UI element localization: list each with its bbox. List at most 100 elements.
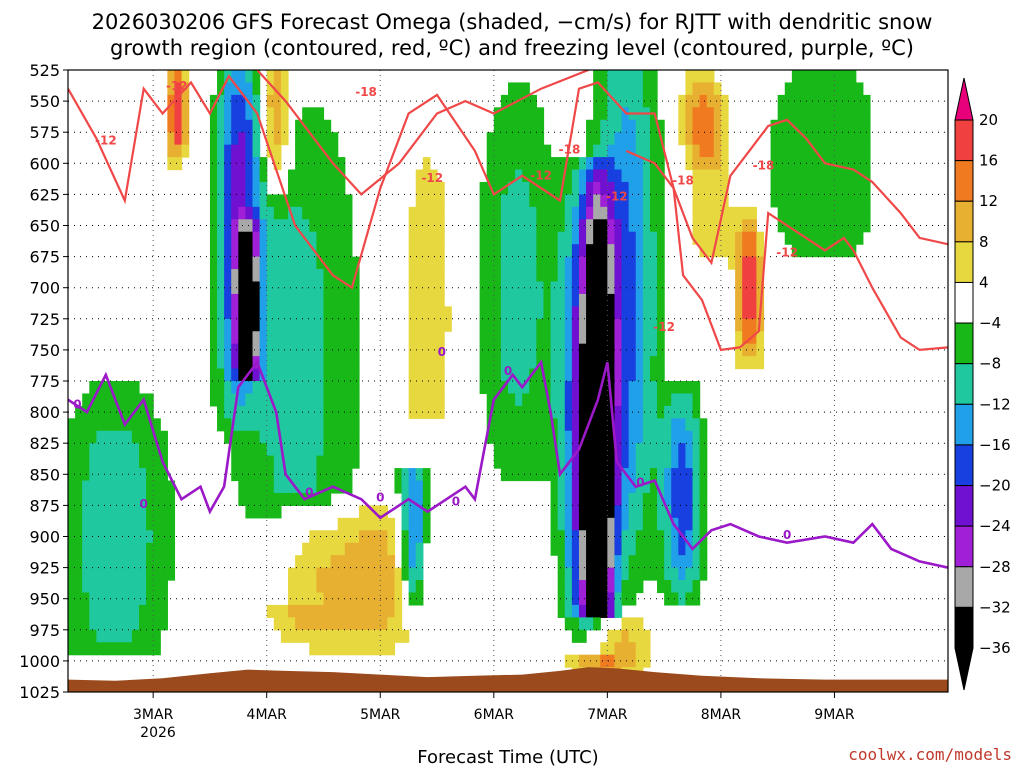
colorbar-tick-label: −4 — [979, 314, 1001, 332]
omega-cell — [153, 443, 161, 457]
omega-cell — [600, 169, 608, 183]
omega-cell — [295, 281, 303, 295]
colorbar-segment — [954, 566, 974, 608]
omega-cell — [138, 418, 147, 432]
omega-cell — [238, 455, 247, 469]
omega-cell — [330, 331, 339, 345]
omega-cell — [337, 580, 346, 594]
omega-cell — [571, 530, 580, 544]
omega-cell — [238, 206, 247, 220]
omega-cell — [855, 194, 864, 208]
omega-cell — [600, 244, 608, 258]
omega-cell — [862, 169, 871, 183]
omega-cell — [614, 405, 623, 419]
omega-cell — [685, 580, 694, 594]
omega-cell — [366, 592, 374, 606]
omega-cell — [564, 293, 573, 307]
omega-cell — [422, 219, 431, 233]
omega-cell — [344, 393, 353, 407]
omega-cell — [600, 293, 608, 307]
omega-cell — [330, 617, 339, 631]
omega-cell — [621, 169, 630, 183]
omega-cell — [593, 455, 601, 469]
omega-cell — [614, 530, 623, 544]
omega-cell — [600, 119, 608, 133]
omega-cell — [515, 430, 523, 444]
omega-cell — [515, 107, 523, 121]
omega-cell — [657, 542, 665, 556]
omega-cell — [68, 443, 76, 457]
omega-cell — [649, 82, 658, 96]
omega-cell — [578, 505, 587, 519]
omega-cell — [309, 580, 317, 594]
omega-cell — [486, 269, 495, 283]
omega-cell — [642, 132, 651, 146]
omega-cell — [529, 219, 537, 233]
omega-cell — [96, 617, 105, 631]
omega-cell — [557, 405, 566, 419]
omega-cell — [522, 368, 530, 382]
omega-cell — [408, 356, 417, 370]
omega-cell — [621, 132, 630, 146]
omega-cell — [586, 418, 594, 432]
omega-cell — [408, 281, 417, 295]
omega-cell — [429, 331, 438, 345]
omega-cell — [344, 381, 353, 395]
omega-cell — [75, 418, 83, 432]
omega-cell — [600, 468, 608, 482]
omega-cell — [295, 244, 303, 258]
omega-cell — [394, 604, 403, 618]
omega-cell — [515, 132, 523, 146]
omega-cell — [415, 530, 424, 544]
omega-cell — [791, 169, 800, 183]
omega-cell — [593, 144, 601, 158]
omega-cell — [728, 231, 736, 245]
omega-cell — [415, 505, 424, 519]
omega-cell — [784, 169, 793, 183]
omega-cell — [273, 219, 282, 233]
omega-cell — [316, 181, 325, 195]
omega-cell — [820, 82, 828, 96]
omega-cell — [784, 119, 793, 133]
omega-cell — [366, 629, 374, 643]
omega-cell — [593, 468, 601, 482]
omega-cell — [408, 381, 417, 395]
omega-cell — [557, 555, 566, 569]
credit-link[interactable]: coolwx.com/models — [848, 745, 1012, 764]
omega-cell — [75, 580, 83, 594]
omega-cell — [543, 468, 552, 482]
omega-cell — [167, 157, 176, 171]
omega-cell — [649, 132, 658, 146]
omega-cell — [798, 157, 807, 171]
omega-cell — [515, 119, 523, 133]
omega-cell — [649, 194, 658, 208]
omega-cell — [394, 617, 403, 631]
omega-cell — [529, 468, 537, 482]
omega-cell — [692, 555, 701, 569]
omega-cell — [231, 418, 239, 432]
omega-cell — [316, 331, 325, 345]
omega-cell — [479, 381, 488, 395]
omega-cell — [302, 144, 310, 158]
omega-cell — [692, 94, 701, 108]
omega-cell — [699, 119, 708, 133]
omega-cell — [68, 555, 76, 569]
omega-cell — [273, 144, 282, 158]
omega-cell — [728, 219, 736, 233]
omega-cell — [500, 393, 509, 407]
omega-cell — [493, 157, 502, 171]
omega-cell — [536, 144, 545, 158]
omega-cell — [68, 468, 76, 482]
omega-cell — [635, 157, 644, 171]
omega-cell — [827, 194, 836, 208]
omega-cell — [110, 405, 119, 419]
omega-cell — [259, 356, 268, 370]
omega-cell — [628, 443, 637, 457]
omega-cell — [323, 555, 332, 569]
omega-cell — [138, 629, 147, 643]
omega-cell — [628, 82, 637, 96]
omega-cell — [337, 244, 346, 258]
omega-cell — [138, 455, 147, 469]
omega-cell — [600, 642, 608, 656]
omega-cell — [657, 393, 665, 407]
